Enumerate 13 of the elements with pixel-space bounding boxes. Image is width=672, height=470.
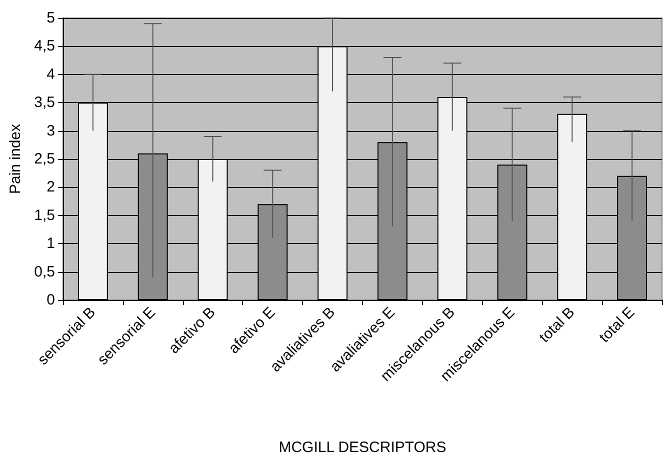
x-axis-title: MCGILL DESCRIPTORS: [278, 439, 446, 456]
y-tick-label: 0,5: [34, 263, 55, 280]
y-tick-label: 1,5: [34, 206, 55, 224]
y-axis-title: Pain index: [7, 123, 24, 194]
y-tick-label: 3,5: [34, 94, 55, 112]
y-tick-label: 3: [46, 122, 55, 140]
y-tick-label: 4: [46, 66, 55, 83]
y-tick-label: 2: [46, 178, 55, 196]
y-tick-label: 1: [46, 235, 55, 252]
y-tick-label: 5: [46, 10, 55, 26]
y-tick-label: 0: [46, 292, 55, 308]
y-tick-label: 4,5: [34, 38, 55, 55]
y-tick-label: 2,5: [34, 150, 55, 168]
